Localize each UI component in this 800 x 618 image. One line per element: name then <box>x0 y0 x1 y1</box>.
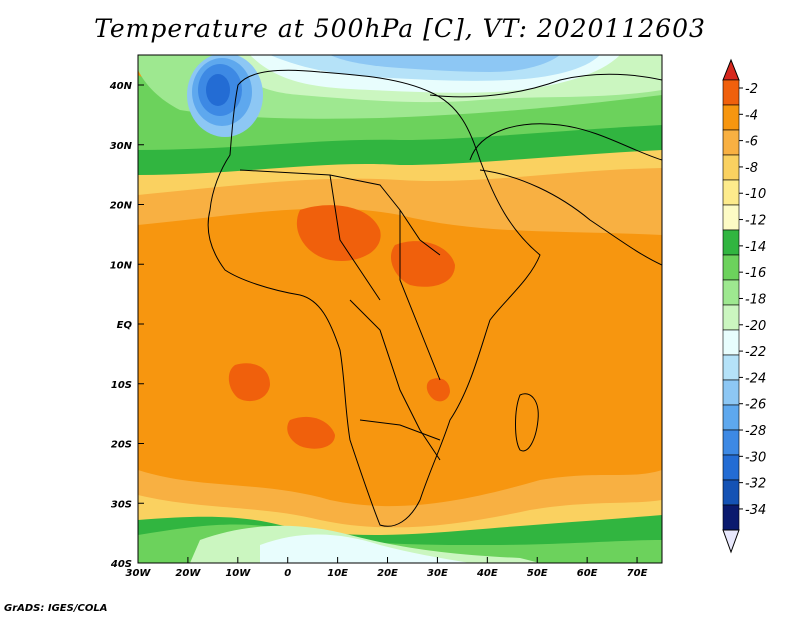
colorbar-label: -6 <box>745 135 758 150</box>
lon-tick-label: 20W <box>175 568 201 579</box>
colorbar-swatch <box>722 204 740 231</box>
colorbar-swatch <box>722 129 740 156</box>
lat-tick-label: 40S <box>110 559 132 570</box>
coastlines <box>207 69 662 527</box>
colorbar-label: -4 <box>745 108 758 123</box>
colorbar-swatch <box>722 504 740 531</box>
colorbar-swatch <box>722 154 740 181</box>
lon-tick-label: 30W <box>126 568 152 579</box>
colorbar-label: -24 <box>745 371 766 386</box>
colorbar-label: -26 <box>745 398 766 413</box>
lon-tick-label: 50E <box>527 568 548 579</box>
colorbar-label: -34 <box>745 503 766 518</box>
colorbar-label: -14 <box>745 240 766 255</box>
lat-tick-label: 30S <box>111 499 132 510</box>
lat-tick-label: 30N <box>110 141 133 152</box>
colorbar-swatch <box>722 479 740 506</box>
colorbar-swatch <box>722 404 740 431</box>
map-title: Temperature at 500hPa [C], VT: 202011260… <box>94 14 706 43</box>
colorbar-label: -12 <box>745 214 766 229</box>
colorbar-label: -8 <box>745 161 758 176</box>
colorbar-label: -32 <box>745 477 766 492</box>
lon-tick-label: 0 <box>284 568 291 579</box>
lon-tick-label: 30E <box>427 568 448 579</box>
colorbar-swatch <box>722 379 740 406</box>
plot-frame <box>137 54 663 564</box>
colorbar-label: -18 <box>745 292 766 307</box>
colorbar-bottom-arrow <box>722 529 740 554</box>
madagascar-outline <box>515 393 539 452</box>
colorbar-label: -16 <box>745 266 766 281</box>
lat-tick-label: 10S <box>111 380 132 391</box>
colorbar-label: -28 <box>745 424 766 439</box>
lon-tick-label: 10W <box>225 568 251 579</box>
colorbar-label: -2 <box>745 82 758 97</box>
lat-tick-label: 40N <box>109 81 133 92</box>
colorbar-swatch <box>722 79 740 106</box>
colorbar-swatch <box>722 279 740 306</box>
colorbar-swatch <box>722 354 740 381</box>
colorbar-swatch <box>722 454 740 481</box>
lat-tick-label: 10N <box>110 260 133 271</box>
colorbar-top-arrow <box>722 58 740 81</box>
colorbar-label: -20 <box>745 319 766 334</box>
colorbar-label: -30 <box>745 450 766 465</box>
colorbar-swatch <box>722 179 740 206</box>
colorbar-swatch <box>722 329 740 356</box>
lon-tick-label: 40E <box>476 568 498 579</box>
lon-tick-label: 70E <box>627 568 648 579</box>
colorbar: -2 -4 -6 -8 -10 -12 -14 -16 -18 -20 -22 -24 -26 -28 -3… <box>722 58 766 554</box>
lat-tick-label: EQ <box>117 320 133 331</box>
lon-tick-label: 60E <box>577 568 598 579</box>
lat-tick-label: 20N <box>110 201 133 212</box>
lon-tick-label: 20E <box>377 568 398 579</box>
colorbar-label: -10 <box>745 187 766 202</box>
lon-tick-label: 10E <box>327 568 348 579</box>
colorbar-label: -22 <box>745 345 766 360</box>
credit-text: GrADS: IGES/COLA <box>4 603 108 614</box>
colorbar-swatch <box>722 104 740 131</box>
colorbar-swatch <box>722 254 740 281</box>
colorbar-swatch <box>722 429 740 456</box>
lat-tick-label: 20S <box>111 440 132 451</box>
longitude-axis: 30W 20W 10W 0 10E 20E 30E 40E 50E 60E 70E <box>126 557 648 579</box>
colorbar-swatch <box>722 229 740 256</box>
latitude-axis: 40N 30N 20N 10N EQ 10S 20S 30S 40S <box>109 81 144 570</box>
colorbar-swatch <box>722 304 740 331</box>
